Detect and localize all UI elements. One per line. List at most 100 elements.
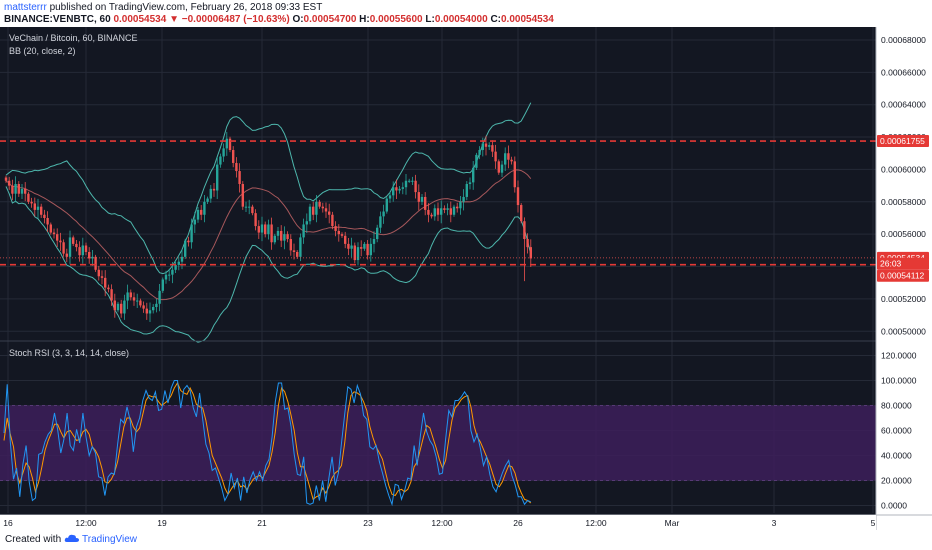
time-axis-ticks: 16 12:00 19 21 23 12:00 26 12:00 Mar 3 5 — [3, 518, 875, 528]
author-link[interactable]: mattsterrr — [4, 2, 47, 13]
candle — [478, 146, 481, 160]
candle — [59, 232, 62, 251]
candle — [280, 225, 283, 248]
candle — [462, 189, 465, 211]
candle — [238, 163, 241, 193]
candle — [376, 224, 379, 243]
candle — [523, 217, 526, 282]
candle — [417, 184, 420, 211]
chart-area[interactable]: 0.000680000.000660000.000640000.00062000… — [0, 27, 932, 530]
svg-text:26:03: 26:03 — [880, 259, 902, 269]
candle — [430, 212, 433, 219]
horizontal-levels[interactable] — [0, 140, 876, 266]
candle — [100, 270, 104, 285]
down-arrow-icon: ▼ — [169, 14, 179, 25]
candle — [68, 230, 72, 265]
candle — [360, 240, 363, 257]
candle — [20, 184, 24, 200]
candle — [366, 240, 369, 260]
open-label: O: — [292, 14, 304, 25]
candle — [30, 197, 33, 208]
bb-lower-band — [5, 186, 532, 343]
candle — [328, 203, 331, 224]
candle — [388, 191, 392, 203]
candle — [72, 235, 75, 247]
price-tick-label: 0.00052000 — [881, 294, 926, 304]
time-tick-label: 21 — [257, 518, 267, 528]
time-tick-label: 23 — [363, 518, 373, 528]
publish-info: mattsterrr published on TradingView.com,… — [4, 2, 322, 13]
candle — [142, 301, 145, 313]
candle — [104, 270, 107, 297]
time-tick-label: Mar — [665, 518, 680, 528]
candle — [504, 147, 507, 171]
price-change: −0.00006487 (−10.63%) — [181, 14, 290, 25]
stoch-rsi-legend: Stoch RSI (3, 3, 14, 14, close) — [9, 348, 129, 358]
candle — [196, 206, 200, 223]
last-price: 0.00054534 — [113, 14, 167, 25]
candle — [456, 202, 459, 213]
time-tick-label: 16 — [3, 518, 13, 528]
candle — [168, 268, 171, 282]
symbol-name: BINANCE:VENBTC, 60 — [4, 14, 111, 25]
bollinger-bands — [5, 102, 532, 343]
candle — [350, 237, 353, 258]
candle — [116, 301, 120, 313]
candle — [331, 211, 334, 230]
candle — [228, 136, 232, 153]
price-axis-labels: 0.000617550.0005453426:030.00054112 — [877, 135, 929, 282]
close-label: C: — [490, 14, 501, 25]
time-tick-label: 5 — [871, 518, 876, 528]
lower-level-price-label: 0.00054112 — [877, 269, 929, 282]
candle — [225, 131, 228, 156]
high-label: H: — [359, 14, 370, 25]
candle — [353, 242, 356, 264]
candle — [36, 198, 40, 219]
candle — [273, 233, 276, 245]
candle — [292, 243, 296, 260]
candle — [216, 156, 219, 200]
candle — [507, 145, 510, 169]
candle — [472, 161, 475, 190]
candle — [43, 209, 46, 224]
candle — [184, 238, 187, 259]
time-tick-label: 12:00 — [75, 518, 97, 528]
candle — [392, 181, 395, 202]
candle — [344, 231, 347, 249]
candle — [315, 195, 318, 223]
time-scale[interactable] — [0, 515, 876, 530]
candle — [312, 201, 315, 221]
candle — [232, 146, 235, 168]
tradingview-brand[interactable]: TradingView — [82, 534, 138, 545]
candle — [17, 181, 20, 197]
candle — [123, 294, 126, 320]
candle — [244, 201, 248, 213]
candle — [49, 222, 52, 235]
stoch-tick-label: 80.0000 — [881, 401, 912, 411]
candle — [203, 195, 206, 223]
candle — [465, 181, 468, 201]
candle — [62, 239, 65, 257]
candle — [296, 250, 299, 259]
candle — [452, 204, 456, 217]
created-with-text: Created with — [5, 534, 62, 545]
candle — [289, 234, 292, 256]
candle — [520, 203, 523, 224]
candle — [107, 284, 110, 293]
candle — [308, 203, 312, 225]
stoch-rsi-lines — [3, 380, 532, 507]
candle — [414, 174, 417, 199]
candle — [254, 209, 257, 231]
candle — [337, 224, 340, 242]
bar-timer-label: 26:03 — [877, 257, 929, 270]
candle — [398, 185, 401, 194]
candle — [113, 293, 116, 318]
candle — [235, 157, 238, 178]
candle — [155, 298, 158, 313]
candle — [52, 228, 56, 239]
candle — [305, 213, 308, 234]
candle — [420, 194, 424, 206]
stoch-k-line — [3, 380, 531, 507]
stoch-tick-label: 40.0000 — [881, 451, 912, 461]
candle — [347, 238, 350, 256]
